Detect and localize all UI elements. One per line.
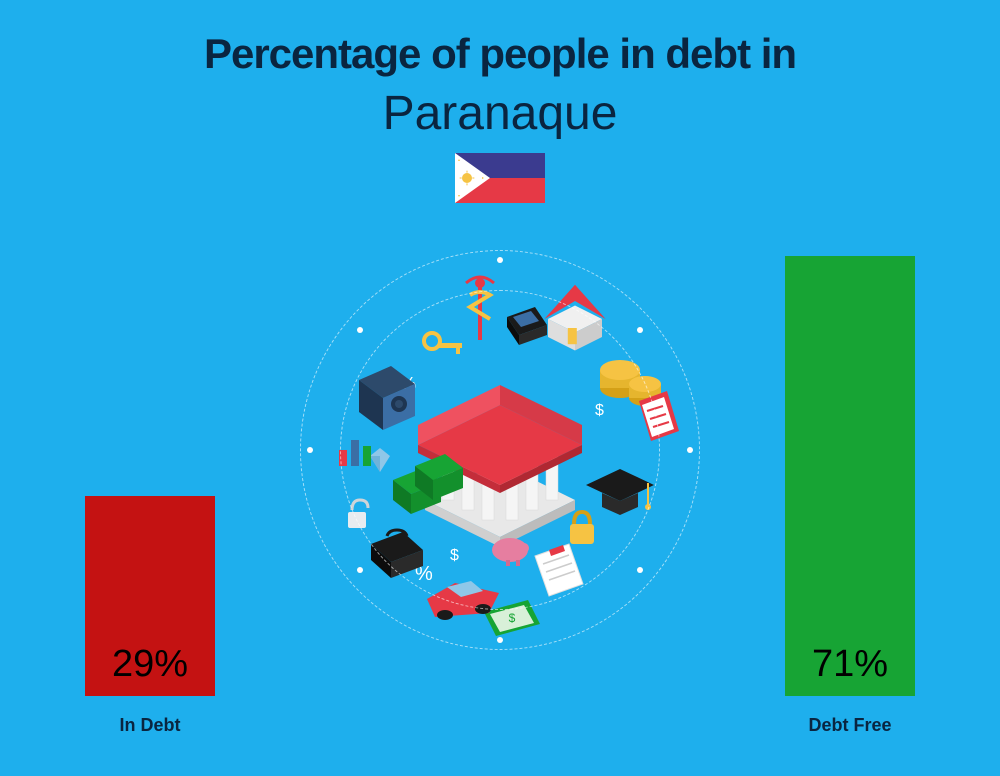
page-title: Percentage of people in debt in xyxy=(0,0,1000,78)
bar-debt-free-rect: 71% xyxy=(785,256,915,696)
page-subtitle: Paranaque xyxy=(0,86,1000,141)
center-financial-graphic: $ % % $ $ xyxy=(300,250,700,650)
bar-debt-free: 71% Debt Free xyxy=(770,256,930,696)
bar-in-debt-label: In Debt xyxy=(70,715,230,736)
bar-debt-free-label: Debt Free xyxy=(770,715,930,736)
bar-in-debt-value: 29% xyxy=(112,643,188,686)
bar-in-debt: 29% In Debt xyxy=(70,496,230,696)
bar-debt-free-value: 71% xyxy=(812,643,888,686)
philippines-flag-icon xyxy=(455,153,545,203)
bar-in-debt-rect: 29% xyxy=(85,496,215,696)
